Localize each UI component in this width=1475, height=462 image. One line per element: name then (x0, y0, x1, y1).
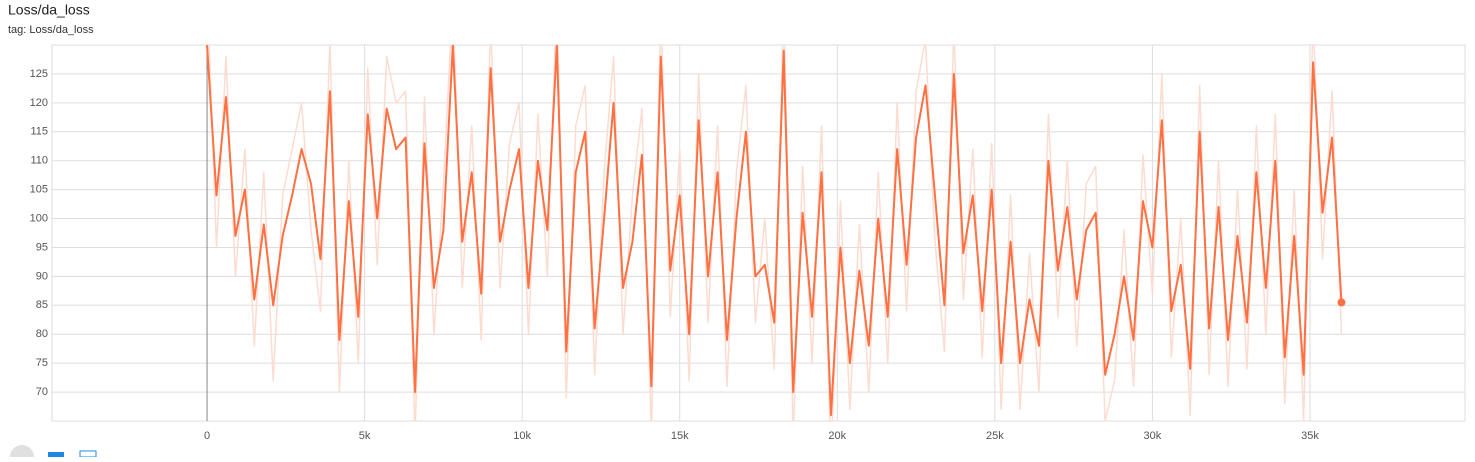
plot-frame (51, 44, 1466, 422)
grid (52, 45, 1465, 421)
x-tick-label: 35k (1301, 430, 1319, 442)
x-tick-label: 5k (359, 430, 371, 442)
y-tick-label: 95 (36, 241, 48, 253)
y-tick-label: 80 (36, 328, 48, 340)
y-tick-label: 70 (36, 386, 48, 398)
x-tick-label: 20k (828, 430, 846, 442)
y-tick-label: 120 (30, 97, 48, 109)
tick-labels: 70 75 80 85 90 95 100 105 110 115 120 125 0 5k 10k 15k 2… (30, 68, 1320, 442)
y-tick-label: 105 (30, 184, 48, 196)
plot-area (206, 45, 1343, 421)
y-tick-label: 110 (30, 155, 48, 167)
chart-subtitle: tag: Loss/da_loss (8, 24, 94, 36)
last-point (1337, 298, 1346, 307)
data-line (206, 45, 1343, 417)
x-tick-label: 30k (1144, 430, 1162, 442)
y-tick-label: 85 (36, 299, 48, 311)
y-tick-label: 75 (36, 357, 48, 369)
toolbar-button[interactable] (79, 450, 97, 458)
y-tick-label: 90 (36, 270, 48, 282)
y-tick-label: 115 (30, 126, 48, 138)
x-tick-label: 10k (513, 430, 531, 442)
x-tick-label: 0 (204, 430, 210, 442)
data-line (208, 45, 1343, 421)
x-tick-label: 25k (986, 430, 1004, 442)
toolbar-button[interactable] (10, 445, 34, 462)
chart-title: Loss/da_loss (8, 2, 90, 18)
x-tick-label: 15k (671, 430, 689, 442)
toolbar-button[interactable] (48, 452, 64, 457)
y-tick-label: 125 (30, 68, 48, 80)
y-tick-label: 100 (30, 212, 48, 224)
